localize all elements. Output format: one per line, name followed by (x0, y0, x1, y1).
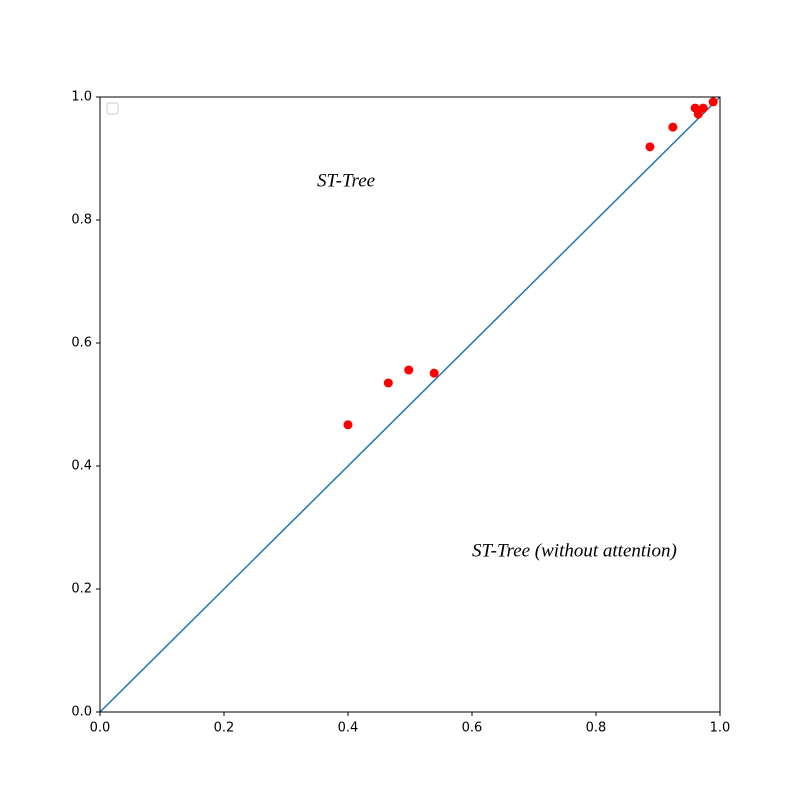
x-tick-label: 1.0 (710, 721, 731, 736)
x-tick-label: 0.8 (586, 721, 607, 736)
x-tick-label: 0.4 (338, 721, 359, 736)
point (429, 368, 439, 378)
annotation: ST-Tree (317, 170, 375, 191)
point (404, 365, 414, 375)
line (99, 96, 721, 713)
y-tick-label: 0.6 (71, 336, 92, 351)
point (383, 378, 393, 388)
point (708, 97, 718, 107)
point (698, 103, 708, 113)
y-tick-label: 0.2 (71, 582, 92, 597)
axes-frame (99, 96, 721, 713)
point (645, 142, 655, 152)
x-tick-label: 0.0 (90, 721, 111, 736)
point (343, 420, 353, 430)
x-tick-label: 0.2 (214, 721, 235, 736)
legend-box (106, 102, 119, 115)
y-tick-label: 0.8 (71, 213, 92, 228)
y-tick-label: 1.0 (71, 90, 92, 105)
annotation: ST-Tree (without attention) (472, 540, 677, 561)
y-tick-label: 0.4 (71, 459, 92, 474)
point (668, 122, 678, 132)
point (693, 109, 703, 119)
x-tick-label: 0.6 (462, 721, 483, 736)
y-tick-label: 0.0 (71, 705, 92, 720)
